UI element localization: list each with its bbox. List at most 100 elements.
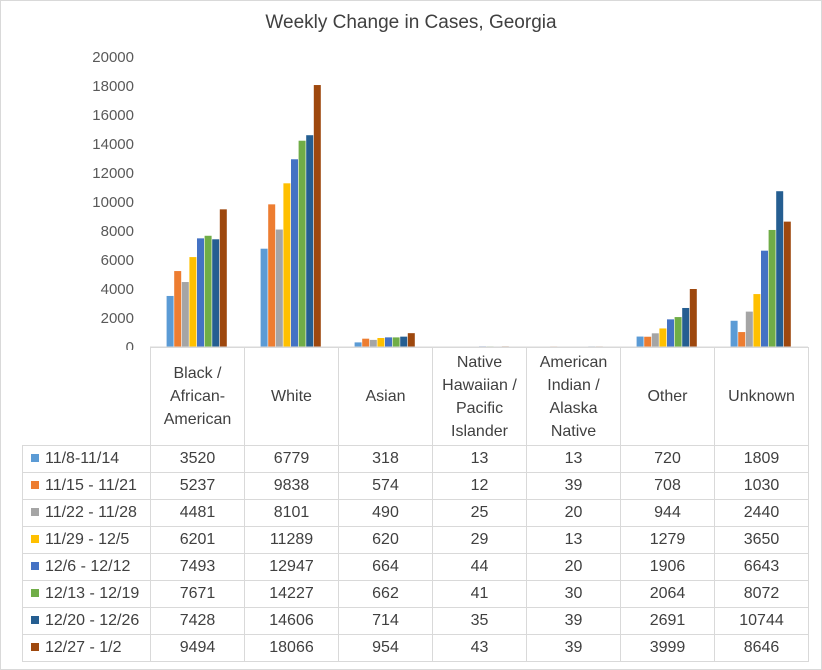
data-cell: 44	[432, 553, 527, 581]
data-cell: 14227	[244, 580, 339, 608]
data-cell: 3650	[714, 526, 809, 554]
table-row: 12/20 - 12/26 7428 14606 714 35 39 2691 10744	[22, 607, 809, 635]
bar	[369, 339, 377, 347]
legend-entry: 12/20 - 12/26	[22, 607, 151, 635]
bar	[268, 204, 276, 347]
table-row: 11/15 - 11/21 5237 9838 574 12 39 708 1030	[22, 472, 809, 500]
bar	[644, 336, 652, 347]
legend-swatch	[31, 643, 39, 651]
bar	[407, 333, 415, 347]
data-cell: 664	[338, 553, 433, 581]
series-name: 11/22 - 11/28	[45, 504, 137, 521]
plot-area: 0 2000 4000 6000 8000 10000 12000 14000 16000 180…	[92, 49, 808, 350]
category-label: Asian	[338, 347, 433, 446]
series-name: 11/8-11/14	[45, 450, 120, 467]
y-tick-label: 20000	[92, 49, 134, 66]
data-cell: 18066	[244, 634, 339, 662]
data-cell: 720	[620, 445, 715, 473]
bar	[651, 333, 659, 347]
legend-swatch	[31, 481, 39, 489]
y-tick-label: 8000	[101, 223, 134, 240]
bar	[189, 257, 197, 347]
data-cell: 30	[526, 580, 621, 608]
data-cell: 6643	[714, 553, 809, 581]
legend-swatch	[31, 562, 39, 570]
bar	[768, 229, 776, 347]
data-cell: 2691	[620, 607, 715, 635]
data-cell: 1906	[620, 553, 715, 581]
data-cell: 9494	[150, 634, 245, 662]
category-label: Other	[620, 347, 715, 446]
bar	[659, 328, 667, 347]
data-cell: 620	[338, 526, 433, 554]
data-cell: 944	[620, 499, 715, 527]
data-cell: 9838	[244, 472, 339, 500]
bar	[753, 294, 761, 347]
category-label: American Indian / Alaska Native	[526, 347, 621, 446]
data-cell: 25	[432, 499, 527, 527]
table-row: 11/22 - 11/28 4481 8101 490 25 20 944 2440	[22, 499, 809, 527]
bar	[392, 337, 400, 347]
bar	[674, 317, 682, 347]
legend-swatch	[31, 589, 39, 597]
y-tick-label: 4000	[101, 281, 134, 298]
data-cell: 2440	[714, 499, 809, 527]
bar	[166, 295, 174, 347]
data-cell: 3999	[620, 634, 715, 662]
data-cell: 662	[338, 580, 433, 608]
table-corner	[22, 347, 151, 446]
data-cell: 6201	[150, 526, 245, 554]
data-cell: 3520	[150, 445, 245, 473]
data-cell: 13	[526, 445, 621, 473]
series-name: 11/29 - 12/5	[45, 531, 130, 548]
y-tick-label: 16000	[92, 107, 134, 124]
y-tick-label: 0	[126, 339, 134, 350]
category-label: Native Hawaiian / Pacific Islander	[432, 347, 527, 446]
data-cell: 13	[432, 445, 527, 473]
data-cell: 13	[526, 526, 621, 554]
data-cell: 35	[432, 607, 527, 635]
bar	[667, 319, 674, 347]
bar	[354, 342, 362, 347]
data-cell: 41	[432, 580, 527, 608]
series-name: 12/20 - 12/26	[45, 612, 140, 629]
chart-title: Weekly Change in Cases, Georgia	[265, 12, 557, 33]
bar	[291, 159, 298, 347]
legend-entry: 11/15 - 11/21	[22, 472, 151, 500]
data-cell: 4481	[150, 499, 245, 527]
data-cell: 7493	[150, 553, 245, 581]
legend-entry: 12/6 - 12/12	[22, 553, 151, 581]
category-label: Unknown	[714, 347, 809, 446]
bar	[219, 209, 227, 347]
legend-entry: 11/22 - 11/28	[22, 499, 151, 527]
legend-swatch	[31, 616, 39, 624]
data-cell: 490	[338, 499, 433, 527]
table-row: 11/8-11/14 3520 6779 318 13 13 720 1809	[22, 445, 809, 473]
series-name: 12/27 - 1/2	[45, 639, 122, 656]
bar	[730, 320, 738, 347]
bar	[260, 248, 268, 347]
series-name: 11/15 - 11/21	[45, 477, 137, 494]
legend-swatch	[31, 508, 39, 516]
data-cell: 318	[338, 445, 433, 473]
data-cell: 20	[526, 553, 621, 581]
bar	[174, 271, 182, 347]
data-cell: 39	[526, 634, 621, 662]
bar	[776, 191, 784, 347]
data-cell: 39	[526, 472, 621, 500]
bar	[362, 338, 370, 347]
series-name: 12/13 - 12/19	[45, 585, 140, 602]
bar	[682, 307, 690, 347]
bar	[745, 311, 753, 347]
data-cell: 14606	[244, 607, 339, 635]
bar	[385, 337, 392, 347]
y-tick-label: 6000	[101, 252, 134, 269]
bar	[204, 235, 212, 347]
table-row: 12/27 - 1/2 9494 18066 954 43 39 3999 8646	[22, 634, 809, 662]
data-cell: 1809	[714, 445, 809, 473]
data-cell: 1279	[620, 526, 715, 554]
data-cell: 7671	[150, 580, 245, 608]
data-cell: 714	[338, 607, 433, 635]
legend-swatch	[31, 535, 39, 543]
data-cell: 11289	[244, 526, 339, 554]
